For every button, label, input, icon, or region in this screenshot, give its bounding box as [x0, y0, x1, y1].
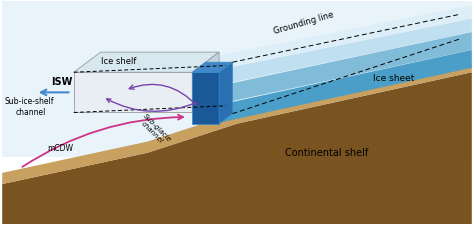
- Polygon shape: [210, 32, 472, 106]
- Text: Sub-glacie
channel: Sub-glacie channel: [137, 113, 172, 148]
- Polygon shape: [74, 52, 219, 72]
- FancyArrowPatch shape: [107, 99, 196, 111]
- Polygon shape: [219, 62, 233, 124]
- Polygon shape: [192, 52, 219, 112]
- Polygon shape: [2, 63, 472, 184]
- FancyArrowPatch shape: [22, 115, 183, 167]
- Text: Grounding line: Grounding line: [273, 11, 335, 36]
- Text: ISW: ISW: [51, 77, 73, 87]
- FancyArrowPatch shape: [129, 84, 197, 106]
- Text: channel: channel: [16, 108, 46, 117]
- Text: Continental shelf: Continental shelf: [285, 148, 368, 158]
- Polygon shape: [74, 72, 192, 112]
- Text: Sub-ice-shelf: Sub-ice-shelf: [4, 97, 54, 106]
- Polygon shape: [192, 72, 219, 124]
- Polygon shape: [2, 72, 472, 224]
- Polygon shape: [2, 1, 472, 157]
- Polygon shape: [201, 5, 472, 72]
- Text: Ice shelf: Ice shelf: [101, 56, 136, 65]
- Text: Ice sheet: Ice sheet: [373, 74, 414, 83]
- Polygon shape: [206, 19, 472, 88]
- Polygon shape: [215, 50, 472, 124]
- Text: mCDW: mCDW: [47, 144, 73, 153]
- Polygon shape: [192, 62, 233, 72]
